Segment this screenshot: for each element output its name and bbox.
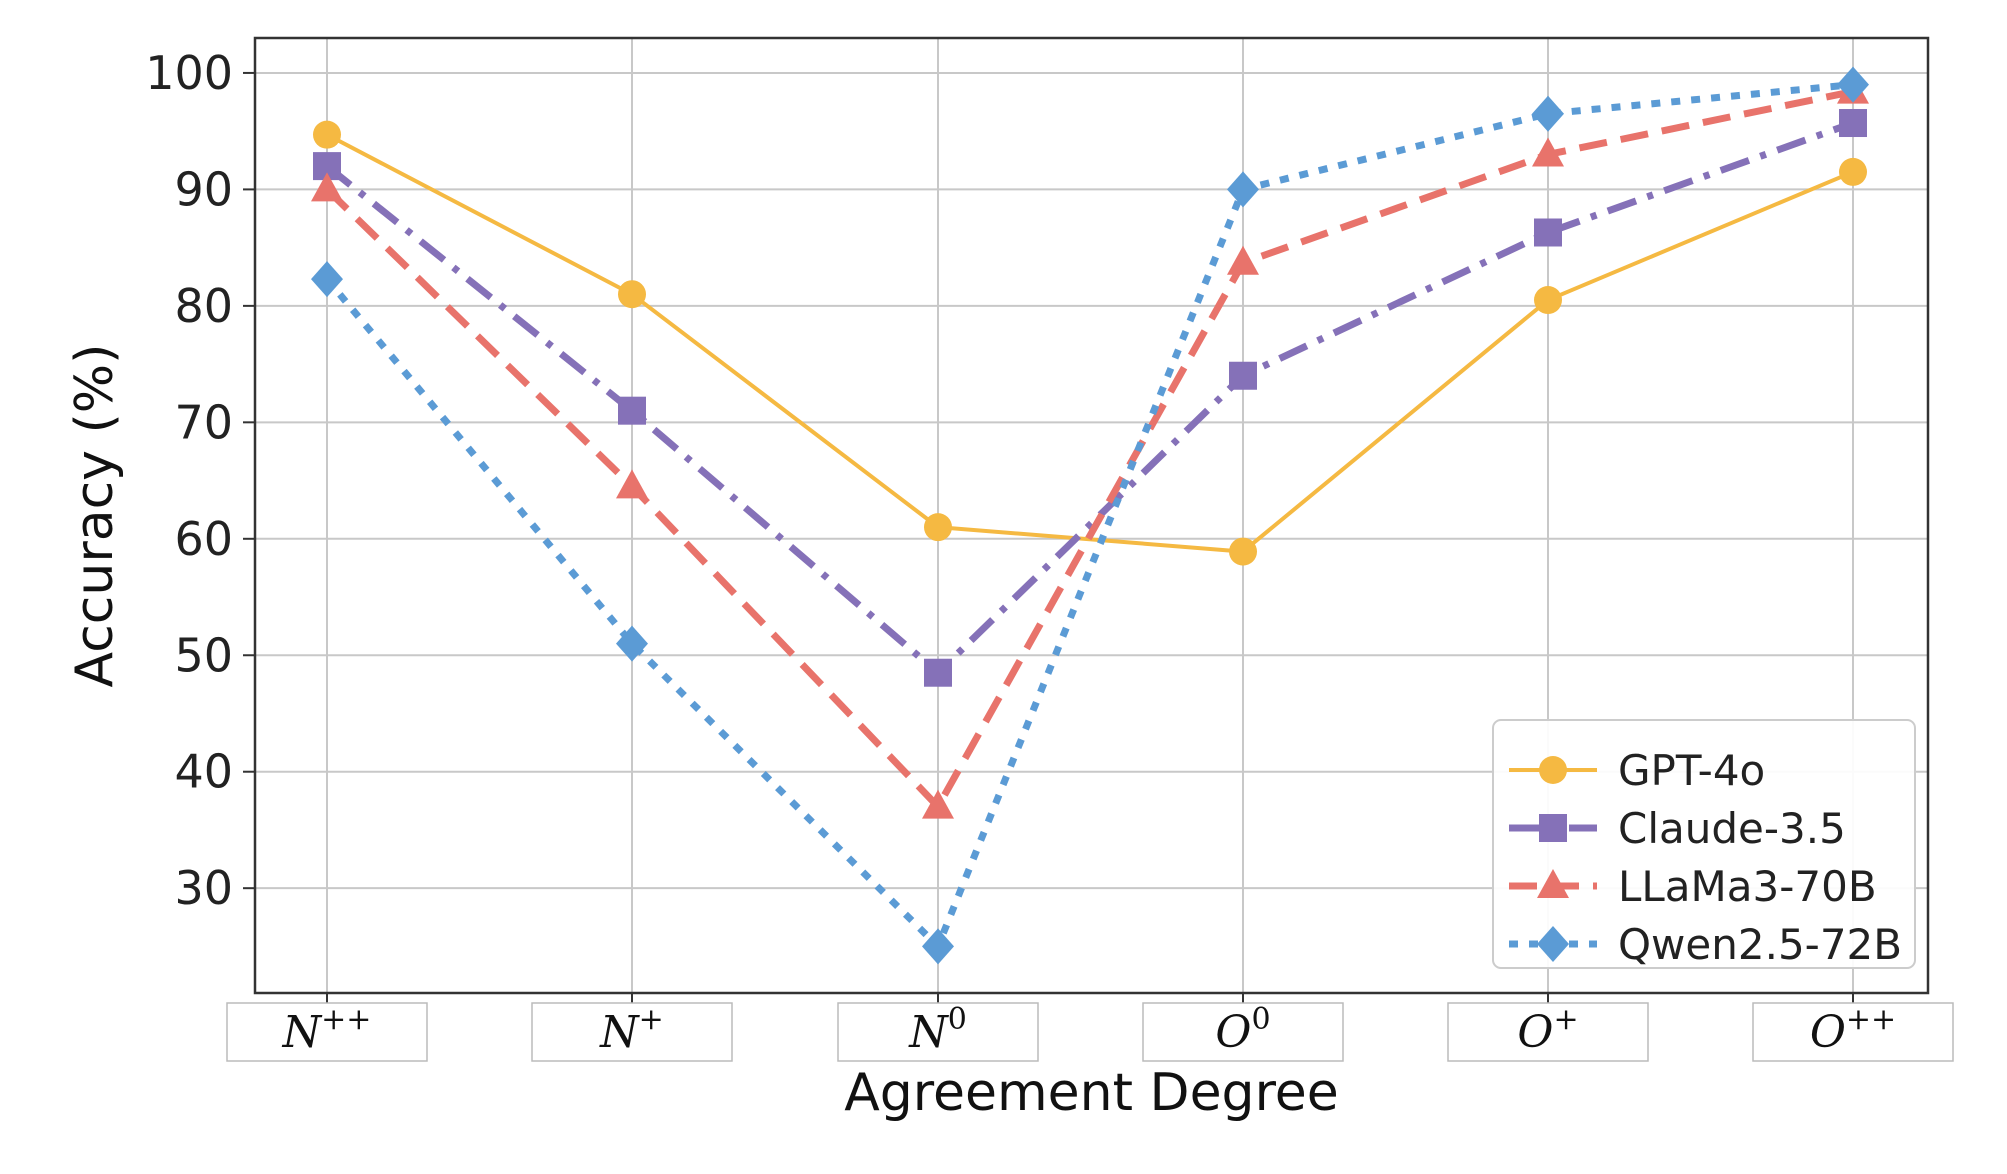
data-point [618, 396, 646, 425]
y-tick-label: 40 [174, 745, 233, 799]
y-tick-label: 70 [174, 395, 233, 449]
x-tick-label: O++ [1810, 1002, 1896, 1058]
y-tick-label: 60 [174, 512, 233, 566]
x-tick-label: O0 [1215, 1002, 1270, 1058]
legend-entry: GPT-4o [1509, 746, 1765, 795]
data-point [922, 789, 954, 819]
series-line [324, 119, 1855, 677]
legend-label: Qwen2.5-72B [1618, 920, 1902, 969]
x-axis-title: Agreement Degree [844, 1063, 1339, 1123]
series-line [324, 81, 1854, 950]
y-tick-label: 80 [174, 279, 233, 333]
x-tick-labels: N++ N+ N0 O0 O+ O++ [226, 1002, 1954, 1062]
x-label-box [1752, 1002, 1954, 1062]
series-llama3-70b [311, 74, 1869, 819]
x-label-box [837, 1002, 1039, 1062]
series-gpt-4o [313, 120, 1867, 566]
y-tick-label: 50 [174, 628, 233, 682]
x-tick-label: N0 [908, 1002, 967, 1058]
data-point [1229, 361, 1257, 390]
grid-layer [243, 38, 1928, 1005]
y-tick-label: 30 [174, 861, 233, 915]
series-line [324, 88, 1854, 811]
x-label-box [1142, 1002, 1344, 1062]
data-point [1227, 245, 1259, 275]
data-point [313, 120, 341, 149]
x-label-box [531, 1002, 733, 1062]
data-point [311, 261, 343, 298]
data-point [1534, 218, 1562, 247]
data-point [924, 513, 952, 542]
legend-entry: LLaMa3-70B [1509, 862, 1877, 911]
legend-marker [1537, 869, 1569, 898]
data-point [1229, 537, 1257, 566]
legend-box [1492, 719, 1916, 969]
legend-entry: Qwen2.5-72B [1509, 920, 1902, 969]
series-line [326, 132, 1854, 554]
legend-label: GPT-4o [1618, 746, 1765, 795]
data-point [1532, 95, 1564, 132]
series-claude-3-5 [313, 109, 1867, 687]
plot-frame [253, 36, 1930, 995]
data-point [924, 658, 952, 687]
data-point [1839, 109, 1867, 138]
data-point [1227, 171, 1259, 208]
series-qwen2-5-72b [311, 66, 1869, 965]
legend-marker [1537, 926, 1569, 962]
series-layer [311, 66, 1869, 965]
x-tick-label: O+ [1517, 1002, 1578, 1058]
legend-marker [1539, 814, 1567, 842]
data-point [311, 172, 343, 202]
data-point [616, 625, 648, 662]
data-point [1837, 66, 1869, 103]
y-tick-labels: 30 40 50 60 70 80 90 100 [145, 46, 233, 915]
data-point [1534, 286, 1562, 315]
x-tick-label: N++ [282, 1002, 372, 1058]
legend-label: LLaMa3-70B [1618, 862, 1877, 911]
x-label-box [1447, 1002, 1649, 1062]
x-tick-label: N+ [599, 1002, 664, 1058]
y-tick-label: 100 [145, 46, 233, 100]
y-tick-label: 90 [174, 162, 233, 216]
legend-marker [1539, 756, 1567, 784]
x-label-box [226, 1002, 428, 1062]
legend-label: Claude-3.5 [1618, 804, 1846, 853]
data-point [922, 928, 954, 965]
legend-entry: Claude-3.5 [1509, 804, 1846, 853]
data-point [1532, 137, 1564, 167]
data-point [618, 280, 646, 309]
legend: GPT-4o Claude-3.5 LLaMa3-70B Qwen2.5-72B [1492, 719, 1916, 969]
data-point [616, 469, 648, 499]
y-axis-title: Accuracy (%) [65, 344, 125, 688]
data-point [1839, 157, 1867, 186]
